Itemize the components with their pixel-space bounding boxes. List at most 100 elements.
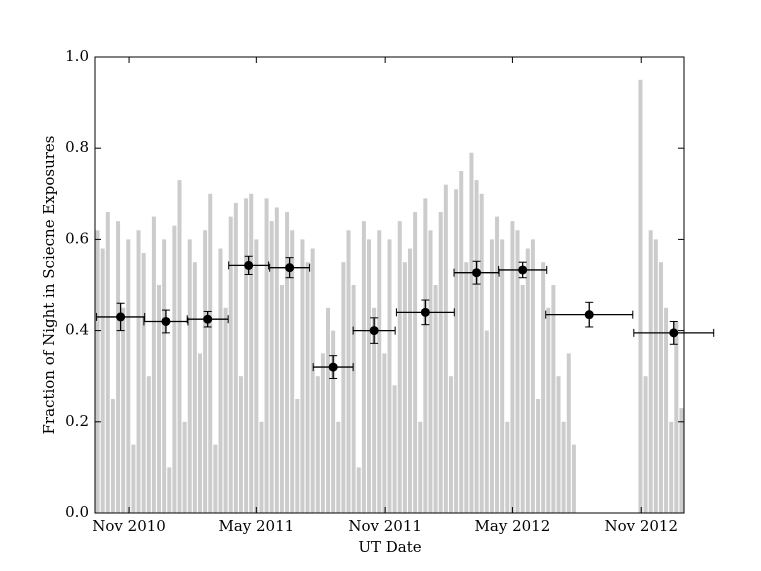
daily-bar [238, 376, 243, 513]
daily-bar [361, 221, 366, 513]
x-tick-label: Nov 2010 [92, 517, 166, 535]
data-point [244, 260, 254, 270]
daily-bar [203, 230, 208, 513]
daily-bar [136, 230, 141, 513]
y-tick-label: 0.4 [65, 321, 89, 339]
daily-bar [331, 330, 336, 513]
daily-bar [346, 230, 351, 513]
daily-bar [530, 239, 535, 513]
daily-bar [192, 262, 197, 513]
daily-bar [387, 239, 392, 513]
daily-bar [448, 376, 453, 513]
x-tick-label: Nov 2012 [604, 517, 678, 535]
daily-bar [484, 330, 489, 513]
daily-bar [320, 353, 325, 513]
daily-bar [407, 248, 412, 513]
daily-bar [141, 253, 146, 513]
x-tick-label: May 2011 [218, 517, 294, 535]
data-point [116, 312, 126, 322]
daily-bar [679, 408, 684, 513]
plot-frame [94, 56, 685, 514]
daily-bar [310, 248, 315, 513]
daily-bar [167, 467, 172, 513]
daily-bar [520, 285, 525, 513]
daily-bar [274, 207, 279, 514]
daily-bar [177, 180, 182, 513]
y-tick-label: 0.8 [65, 138, 89, 156]
daily-bar [392, 385, 397, 513]
daily-bar [643, 376, 648, 513]
daily-bar [228, 216, 233, 513]
daily-bar [233, 202, 238, 514]
daily-bar [551, 285, 556, 513]
daily-bar [556, 376, 561, 513]
data-point [518, 265, 528, 275]
daily-bar [648, 230, 653, 513]
x-tick-label: Nov 2011 [348, 517, 422, 535]
daily-bar [443, 184, 448, 513]
y-tick-label: 0.2 [65, 412, 89, 430]
daily-bar [418, 421, 423, 513]
daily-bar [244, 198, 249, 514]
daily-bar [110, 399, 115, 513]
daily-bar [172, 225, 177, 513]
data-point [584, 310, 594, 320]
daily-bar [546, 307, 551, 513]
daily-bar [372, 307, 377, 513]
daily-bar [541, 262, 546, 513]
data-point [203, 314, 213, 324]
daily-bar [495, 216, 500, 513]
daily-bar [264, 198, 269, 514]
daily-bar [95, 230, 100, 513]
daily-bar [571, 444, 576, 513]
daily-bar [269, 221, 274, 513]
daily-bar [428, 230, 433, 513]
data-point [369, 326, 379, 336]
data-point [669, 328, 679, 338]
daily-bar [315, 376, 320, 513]
daily-bar [279, 285, 284, 513]
x-tick-label: May 2012 [475, 517, 551, 535]
y-tick-label: 0.0 [65, 503, 89, 521]
daily-bar [162, 239, 167, 513]
daily-bar [377, 230, 382, 513]
daily-bar [382, 353, 387, 513]
daily-bar [116, 221, 121, 513]
daily-bar [658, 262, 663, 513]
daily-bar [121, 307, 126, 513]
daily-bar [669, 421, 674, 513]
daily-bar [326, 307, 331, 513]
daily-bar [208, 193, 213, 514]
daily-bar [300, 239, 305, 513]
daily-bar [536, 399, 541, 513]
data-point [285, 263, 295, 273]
data-point [328, 362, 338, 372]
daily-bar [100, 248, 105, 513]
daily-bar [356, 467, 361, 513]
daily-bar [459, 171, 464, 513]
daily-bar [397, 221, 402, 513]
daily-bar [105, 212, 110, 514]
daily-bar [433, 285, 438, 513]
daily-bar [295, 399, 300, 513]
daily-bar [197, 353, 202, 513]
daily-bar [413, 212, 418, 514]
daily-bar [566, 353, 571, 513]
daily-bar [367, 239, 372, 513]
daily-bar [131, 444, 136, 513]
data-point [472, 268, 482, 278]
daily-bar [561, 421, 566, 513]
daily-bar [341, 262, 346, 513]
daily-bar [474, 180, 479, 513]
daily-bar [218, 248, 223, 513]
daily-bar [187, 239, 192, 513]
daily-bar [469, 152, 474, 513]
daily-bar [402, 262, 407, 513]
daily-bar [674, 321, 679, 513]
daily-bar [489, 239, 494, 513]
daily-bar [146, 376, 151, 513]
y-axis-label: Fraction of Night in Sciecne Exposures [40, 136, 58, 435]
daily-bar [249, 193, 254, 514]
daily-bar [213, 444, 218, 513]
